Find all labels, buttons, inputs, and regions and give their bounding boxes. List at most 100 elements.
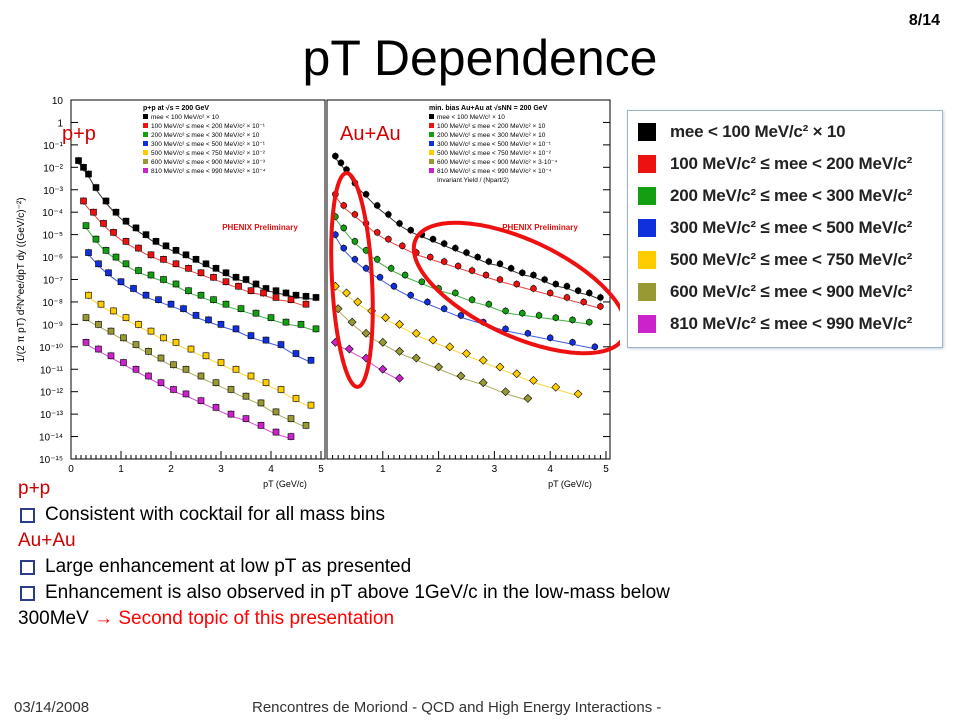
cocktail-curve [334, 236, 595, 350]
data-point [120, 334, 127, 342]
inset-legend-marker [429, 114, 434, 119]
inset-legend-entry: 100 MeV/c² ≤ mee < 200 MeV/c² × 10 [437, 123, 546, 130]
data-point [110, 307, 117, 315]
data-point [202, 352, 210, 360]
data-point [292, 350, 300, 357]
data-point [411, 328, 421, 338]
data-point [110, 229, 117, 236]
data-point [395, 373, 404, 383]
data-point [478, 355, 488, 365]
data-point [580, 298, 587, 306]
data-point [102, 247, 110, 254]
inset-legend-entry: 600 MeV/c² ≤ mee < 900 MeV/c² × 10⁻³ [151, 159, 266, 166]
y-tick-label: 10⁻⁸ [42, 298, 63, 309]
notes: p+p Consistent with cocktail for all mas… [18, 476, 948, 632]
data-point [147, 271, 155, 279]
pp-heading: p+p [18, 478, 51, 499]
data-point [242, 276, 250, 283]
pp-bullet-text: Consistent with cocktail for all mass bi… [45, 504, 386, 525]
data-point [222, 278, 230, 286]
data-point [376, 273, 384, 281]
data-point [282, 289, 290, 297]
data-point [112, 208, 120, 216]
data-point [107, 327, 115, 335]
data-point [373, 202, 381, 209]
data-point [185, 287, 192, 295]
data-point [92, 184, 100, 191]
data-point [222, 269, 230, 277]
data-point [373, 229, 381, 236]
y-tick-label: 1 [57, 118, 63, 129]
data-point [272, 428, 280, 436]
data-point [155, 296, 162, 303]
x-tick-label: 2 [168, 464, 174, 475]
legend-label: mee < 100 MeV/c² × 10 [670, 122, 846, 141]
data-point [373, 256, 381, 263]
data-point [546, 334, 554, 342]
cocktail-curve [335, 287, 579, 397]
data-point [160, 256, 167, 263]
data-point [332, 152, 339, 160]
y-tick-label: 10⁻⁷ [43, 276, 63, 287]
legend-label: 500 MeV/c² ≤ mee < 750 MeV/c² [670, 250, 913, 269]
data-point [235, 282, 242, 290]
y-tick-label: 10 [52, 96, 64, 107]
data-point [474, 253, 481, 261]
y-tick-label: 10⁻⁶ [42, 253, 63, 264]
data-point [272, 408, 280, 416]
inset-legend-marker [143, 114, 148, 119]
data-point [501, 387, 510, 397]
data-point [182, 251, 190, 259]
x-tick-label: 3 [218, 464, 224, 475]
data-point [180, 305, 187, 312]
data-point [407, 291, 415, 299]
data-point [257, 399, 265, 407]
data-point [426, 253, 434, 261]
data-point [197, 372, 205, 380]
data-point [429, 235, 437, 243]
inset-legend-entry: mee < 100 MeV/c² × 10 [437, 114, 505, 121]
data-point [130, 285, 137, 292]
data-point [142, 291, 150, 299]
data-point [85, 170, 92, 178]
legend-label: 300 MeV/c² ≤ mee < 500 MeV/c² [670, 218, 913, 237]
data-point [135, 267, 142, 274]
data-point [535, 312, 543, 319]
data-point [152, 238, 160, 245]
data-point [212, 264, 220, 272]
legend-entry: 200 MeV/c² ≤ mee < 300 MeV/c² [638, 183, 912, 209]
bullet-square-icon [20, 560, 35, 575]
inset-legend-marker [429, 150, 434, 155]
data-point [507, 264, 515, 272]
inset-legend-entry: Invariant Yield / (Npart/2) [437, 177, 509, 184]
data-point [170, 386, 177, 393]
data-point [272, 287, 280, 295]
inset-legend-entry: 810 MeV/c² ≤ mee < 990 MeV/c² × 10⁻⁴ [437, 168, 552, 175]
data-point [217, 359, 225, 366]
data-point [252, 280, 260, 288]
x-tick-label: 0 [68, 464, 74, 475]
data-point [172, 280, 180, 288]
data-point [573, 389, 583, 399]
data-point [385, 211, 392, 218]
data-point [344, 344, 354, 354]
inset-legend-entry: mee < 100 MeV/c² × 10 [151, 114, 219, 121]
bullet-square-icon [20, 586, 35, 601]
data-point [170, 361, 177, 369]
data-point [362, 190, 370, 198]
inset-legend-marker [143, 141, 148, 146]
data-markers [75, 152, 604, 441]
mass-bin-legend: mee < 100 MeV/c² × 10 100 MeV/c² ≤ mee < … [627, 110, 943, 348]
panel-tag-pp: p+p [62, 123, 96, 145]
data-point [172, 339, 180, 346]
data-point [428, 335, 438, 345]
data-point [512, 369, 522, 379]
data-point [287, 415, 295, 422]
data-point [237, 305, 245, 312]
low-pt-highlight-ellipse [329, 171, 375, 389]
data-point [160, 276, 167, 283]
data-point [457, 312, 465, 319]
data-point [132, 224, 140, 232]
y-axis: 10 1 10⁻¹ 10⁻² 10⁻³ 10⁻⁴ 10⁻⁵ 10⁻⁶ 10⁻⁷ 10⁻⁸ 10⁻⁹ 1… [16, 96, 610, 466]
data-point [351, 238, 359, 245]
